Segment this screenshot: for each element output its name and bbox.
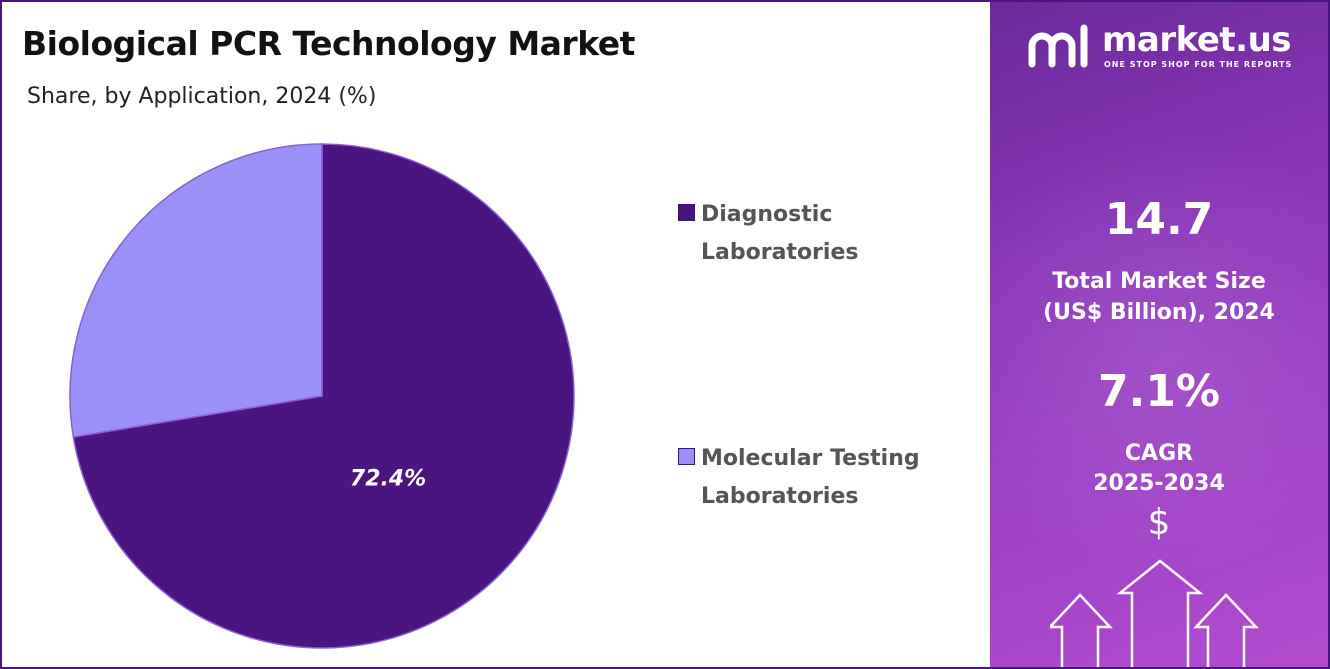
- logo: market.us ONE STOP SHOP FOR THE REPORTS: [1026, 20, 1326, 80]
- chart-title: Biological PCR Technology Market: [22, 24, 635, 63]
- pie-data-label: 72.4%: [350, 467, 426, 492]
- panel-decoration: [990, 122, 1328, 582]
- legend-swatch-diagnostic-laboratories: [678, 204, 695, 221]
- cagr-label-1: CAGR: [1124, 441, 1194, 466]
- cagr-value: 7.1%: [1097, 366, 1221, 417]
- cagr-label-2: 2025-2034: [1093, 471, 1225, 496]
- market-size-label-1: Total Market Size: [1052, 269, 1266, 294]
- dollar-icon: $: [1147, 502, 1171, 543]
- summary-panel: market.us ONE STOP SHOP FOR THE REPORTS …: [990, 2, 1328, 667]
- market-us-logo-icon: [1028, 24, 1088, 68]
- pie-slice-diagnostic-laboratories: [72, 143, 575, 649]
- legend-swatch-molecular-testing-laboratories: [678, 448, 695, 465]
- legend-label-line1: Molecular Testing: [701, 446, 920, 471]
- market-size-label-2: (US$ Billion), 2024: [1043, 300, 1275, 325]
- legend-label-line2: Laboratories: [701, 484, 859, 509]
- brand-tagline: ONE STOP SHOP FOR THE REPORTS: [1104, 60, 1293, 69]
- pie-slice-molecular-testing-laboratories: [69, 143, 323, 438]
- legend-label-line2: Laboratories: [701, 240, 859, 265]
- chart-subtitle: Share, by Application, 2024 (%): [27, 84, 377, 109]
- arrow-up-icon: [1050, 559, 1259, 667]
- brand-name: market.us: [1102, 20, 1292, 60]
- market-size-value: 14.7: [1104, 194, 1214, 245]
- legend-label-line1: Diagnostic: [701, 202, 833, 227]
- pie-chart: 72.4%: [69, 143, 575, 649]
